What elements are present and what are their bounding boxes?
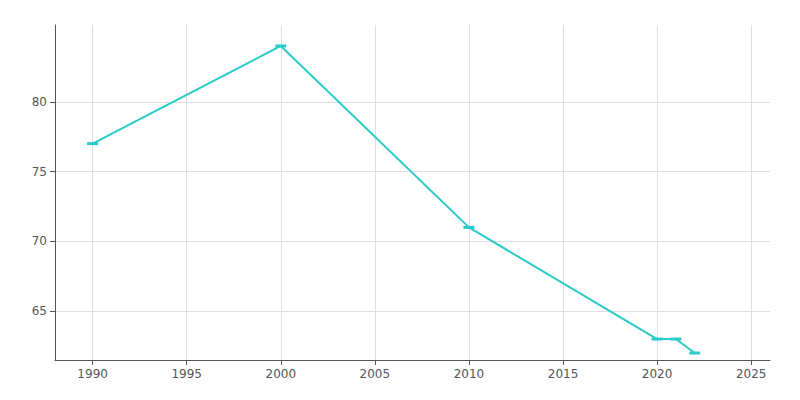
- svg-text:2015: 2015: [548, 367, 579, 381]
- svg-text:70: 70: [32, 234, 47, 248]
- svg-text:1995: 1995: [171, 367, 202, 381]
- svg-text:65: 65: [32, 304, 47, 318]
- svg-text:75: 75: [32, 165, 47, 179]
- svg-text:80: 80: [32, 95, 47, 109]
- svg-text:2005: 2005: [360, 367, 391, 381]
- svg-text:2010: 2010: [454, 367, 485, 381]
- svg-text:2020: 2020: [642, 367, 673, 381]
- svg-text:2025: 2025: [736, 367, 767, 381]
- svg-text:2000: 2000: [266, 367, 297, 381]
- svg-text:1990: 1990: [77, 367, 108, 381]
